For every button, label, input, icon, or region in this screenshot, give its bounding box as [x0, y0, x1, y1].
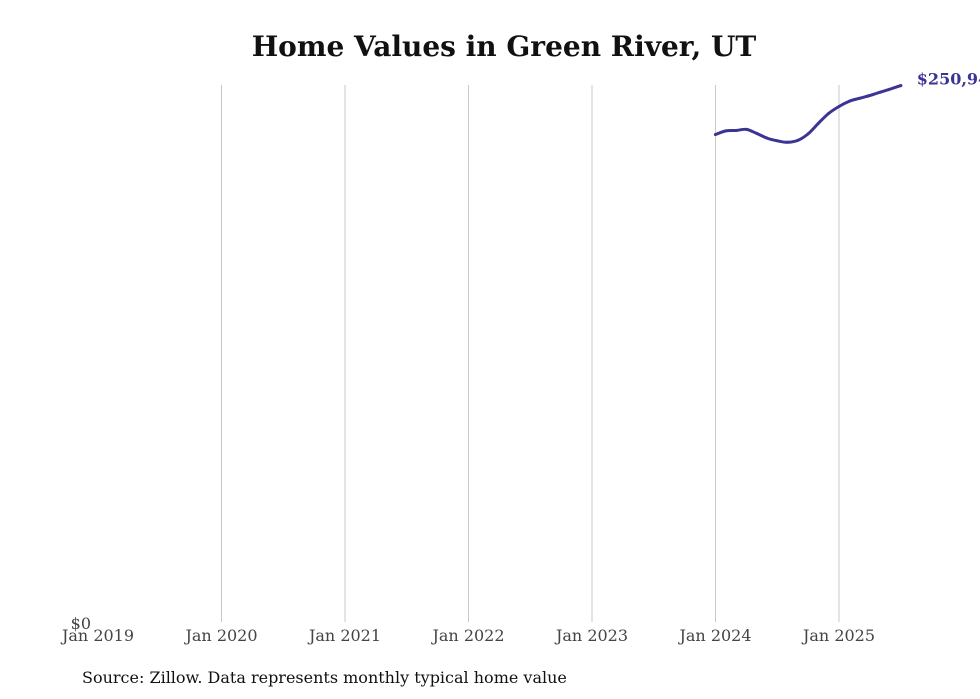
y-axis-ticks: $0 [71, 614, 91, 633]
end-value-label: $250,94 [917, 70, 980, 89]
series-layer: $250,94 [714, 70, 980, 144]
data-point [714, 133, 717, 136]
data-point [775, 139, 779, 143]
chart-title: Home Values in Green River, UT [251, 30, 757, 63]
data-point [889, 87, 892, 91]
data-point [765, 136, 769, 140]
data-point [837, 105, 841, 108]
data-point [847, 99, 851, 103]
x-tick-label: Jan 2025 [801, 626, 875, 645]
x-axis-ticks: Jan 2019 Jan 2020 Jan 2021 Jan 2022 Jan 2023… [60, 626, 875, 645]
data-point [744, 127, 748, 131]
x-tick-label: Jan 2020 [183, 626, 257, 645]
x-tick-label: Jan 2023 [554, 626, 628, 645]
data-point [796, 138, 800, 142]
x-tick-label: Jan 2022 [430, 626, 504, 645]
data-point [786, 140, 789, 144]
data-point [858, 96, 862, 100]
data-point [899, 84, 903, 88]
source-note: Source: Zillow. Data represents monthly … [82, 668, 567, 687]
y-tick-label: $0 [71, 614, 91, 633]
line-chart: Jan 2019 Jan 2020 Jan 2021 Jan 2022 Jan 2023… [60, 70, 980, 645]
x-tick-label: Jan 2019 [60, 626, 134, 645]
data-point [755, 131, 759, 135]
x-tick-label: Jan 2021 [307, 626, 381, 645]
data-point [878, 90, 882, 94]
data-point [806, 132, 810, 136]
data-point [724, 129, 728, 133]
data-point [816, 121, 820, 125]
data-point [827, 111, 831, 115]
gridlines [221, 85, 840, 622]
x-tick-label: Jan 2024 [677, 626, 751, 645]
data-point [734, 129, 738, 132]
data-point [868, 94, 872, 97]
